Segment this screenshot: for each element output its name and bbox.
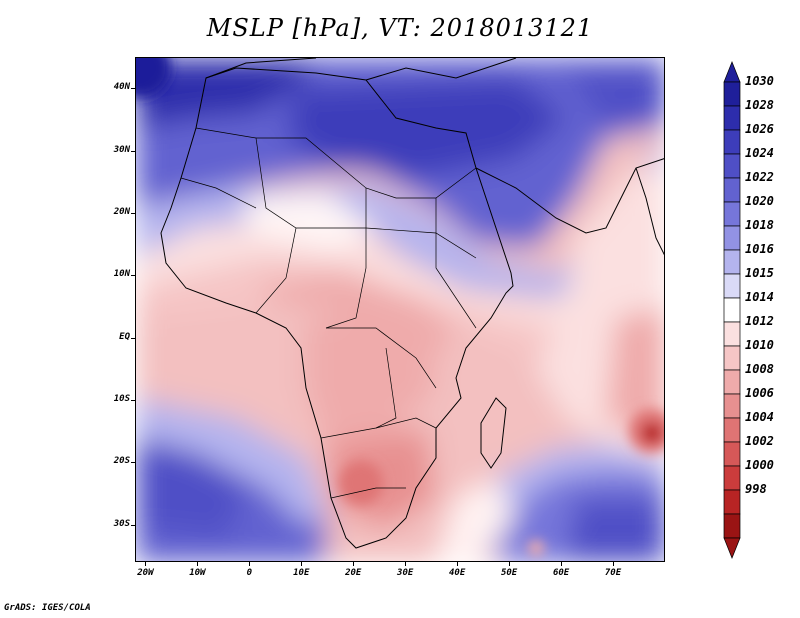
colorbar-label: 1014: [745, 290, 774, 304]
arabian-coastline: [475, 158, 664, 234]
mauritius-low: [528, 540, 544, 556]
lat-tick: [131, 524, 135, 526]
lon-label-60e: 60E: [552, 568, 570, 578]
colorbar-segment: [723, 201, 741, 227]
lon-tick: [353, 562, 355, 566]
colorbar-segment: [723, 465, 741, 491]
colorbar-label: 1030: [745, 74, 774, 88]
lon-tick: [249, 562, 251, 566]
lat-label-40n: 40N: [113, 82, 130, 93]
colorbar-segment: [723, 81, 741, 107]
colorbar-label: 1010: [745, 338, 774, 352]
colorbar-segment: [723, 249, 741, 275]
lat-label-20s: 20S: [113, 456, 130, 467]
pressure-field: [136, 58, 664, 561]
lon-label-20e: 20E: [345, 568, 362, 578]
colorbar-label: 1012: [745, 314, 774, 328]
lat-label-30s: 30S: [113, 518, 130, 529]
political-borders: [180, 127, 477, 499]
colorbar-top-arrow: [723, 61, 741, 83]
lat-label-10n: 10N: [113, 269, 130, 280]
colorbar-segment: [723, 417, 741, 443]
colorbar-segment: [723, 105, 741, 131]
lon-label-0: 0: [246, 568, 253, 578]
colorbar-segment: [723, 297, 741, 323]
grads-credit: GrADS: IGES/COLA: [4, 603, 91, 613]
colorbar-segment: [723, 393, 741, 419]
colorbar-bottom-arrow: [723, 537, 741, 559]
colorbar-label: 1002: [745, 434, 774, 448]
lat-tick: [131, 337, 135, 339]
lon-tick: [301, 562, 303, 566]
lat-tick: [131, 212, 135, 214]
colorbar-label: 1018: [745, 218, 774, 232]
coastlines: [160, 58, 664, 549]
europe-coastline: [205, 58, 517, 81]
colorbar-label: 1000: [745, 458, 774, 472]
lon-tick: [613, 562, 615, 566]
colorbar-label: 1016: [745, 242, 774, 256]
lon-label-20w: 20W: [137, 568, 154, 578]
india-coastline: [635, 167, 664, 256]
colorbar-segment: [723, 225, 741, 251]
lon-tick: [509, 562, 511, 566]
colorbar-segment: [723, 273, 741, 299]
colorbar-segment: [723, 177, 741, 203]
mslp-map: [136, 58, 664, 561]
plot-title: MSLP [hPa], VT: 2018013121: [206, 14, 594, 42]
lon-label-30e: 30E: [397, 568, 414, 578]
lon-label-70e: 70E: [604, 568, 622, 578]
africa-coastline: [160, 67, 514, 549]
lat-label-eq: EQ: [119, 331, 130, 342]
colorbar-segment: [723, 369, 741, 395]
map-panel: [135, 57, 665, 562]
lon-label-10e: 10E: [293, 568, 310, 578]
colorbar-label: 1015: [745, 266, 774, 280]
lat-tick: [131, 275, 135, 277]
colorbar-segment: [723, 129, 741, 155]
lon-tick: [197, 562, 199, 566]
colorbar-label: 1006: [745, 386, 774, 400]
madagascar-coastline: [480, 397, 507, 469]
lat-tick: [131, 88, 135, 90]
colorbar-label: 1026: [745, 122, 774, 136]
colorbar-segment: [723, 153, 741, 179]
colorbar-label: 1028: [745, 98, 774, 112]
lat-label-20n: 20N: [113, 206, 130, 217]
colorbar-label: 1024: [745, 146, 774, 160]
kalahari-low: [339, 461, 383, 505]
colorbar-label: 1008: [745, 362, 774, 376]
colorbar-segment: [723, 441, 741, 467]
lat-tick: [131, 150, 135, 152]
colorbar-label: 1020: [745, 194, 774, 208]
lon-label-10w: 10W: [189, 568, 206, 578]
lon-tick: [561, 562, 563, 566]
colorbar-segment: [723, 321, 741, 347]
colorbar-segment: [723, 489, 741, 515]
lon-tick: [145, 562, 147, 566]
colorbar: [723, 61, 741, 559]
colorbar-label: 1004: [745, 410, 774, 424]
lon-tick: [457, 562, 459, 566]
colorbar-segment: [723, 513, 741, 539]
lon-label-50e: 50E: [500, 568, 518, 578]
colorbar-label: 998: [745, 482, 767, 496]
atlantic-high-core: [136, 58, 171, 98]
lon-label-40e: 40E: [449, 568, 466, 578]
colorbar-segment: [723, 345, 741, 371]
colorbar-label: 1022: [745, 170, 774, 184]
lon-tick: [405, 562, 407, 566]
lat-label-30n: 30N: [113, 144, 130, 155]
lat-label-10s: 10S: [113, 393, 130, 404]
lat-tick: [131, 399, 135, 401]
lat-tick: [131, 462, 135, 464]
